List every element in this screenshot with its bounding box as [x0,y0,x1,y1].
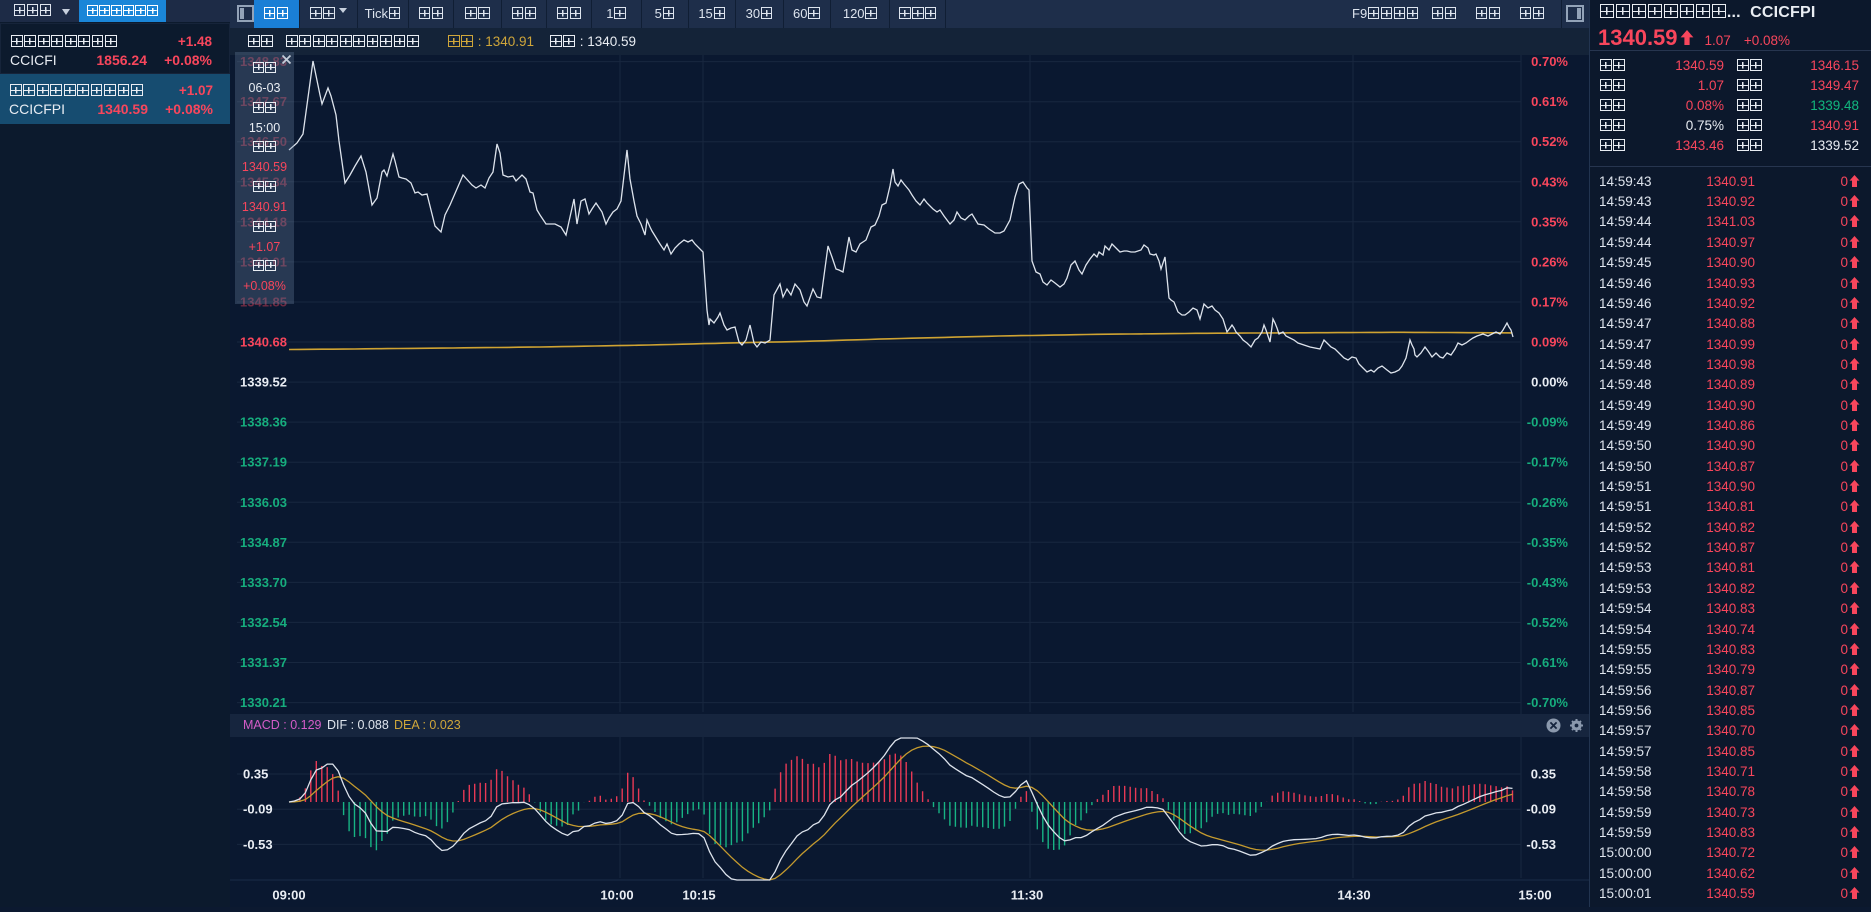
svg-text:0.52%: 0.52% [1531,134,1568,149]
svg-text:-0.09: -0.09 [243,802,273,817]
svg-text:1331.37: 1331.37 [240,655,287,670]
svg-text:0.17%: 0.17% [1531,295,1568,310]
svg-text:-0.70%: -0.70% [1527,695,1569,710]
svg-text:-0.43%: -0.43% [1527,575,1569,590]
svg-text:1341.85: 1341.85 [240,295,287,310]
svg-text:-0.52%: -0.52% [1527,615,1569,630]
svg-text:0.61%: 0.61% [1531,94,1568,109]
svg-text:0.35%: 0.35% [1531,214,1568,229]
svg-text:0.09%: 0.09% [1531,335,1568,350]
svg-text:0.26%: 0.26% [1531,254,1568,269]
svg-text:1330.21: 1330.21 [240,695,287,710]
svg-text:-0.53: -0.53 [243,837,273,852]
svg-text:1338.36: 1338.36 [240,415,287,430]
svg-text:0.70%: 0.70% [1531,55,1568,69]
svg-text:14:30: 14:30 [1337,888,1370,903]
svg-text:0.00%: 0.00% [1531,375,1568,390]
svg-text:0.35: 0.35 [243,767,268,782]
svg-text:1337.19: 1337.19 [240,455,287,470]
svg-text:1332.54: 1332.54 [240,615,288,630]
svg-text:0.35: 0.35 [1531,767,1556,782]
svg-text:10:00: 10:00 [600,888,633,903]
svg-text:-0.09: -0.09 [1526,802,1556,817]
svg-text:1339.52: 1339.52 [240,375,287,390]
svg-text:-0.61%: -0.61% [1527,655,1569,670]
svg-text:-0.09%: -0.09% [1527,415,1569,430]
svg-text:1334.87: 1334.87 [240,535,287,550]
svg-text:1340.68: 1340.68 [240,335,287,350]
svg-text:1333.70: 1333.70 [240,575,287,590]
svg-text:1336.03: 1336.03 [240,495,287,510]
svg-text:0.43%: 0.43% [1531,174,1568,189]
svg-text:11:30: 11:30 [1011,888,1044,903]
svg-text:15:00: 15:00 [1518,888,1551,903]
svg-text:-0.35%: -0.35% [1527,535,1569,550]
svg-text:-0.26%: -0.26% [1527,495,1569,510]
svg-text:-0.17%: -0.17% [1527,455,1569,470]
svg-text:-0.53: -0.53 [1526,837,1556,852]
svg-text:09:00: 09:00 [272,888,305,903]
svg-text:10:15: 10:15 [682,888,715,903]
